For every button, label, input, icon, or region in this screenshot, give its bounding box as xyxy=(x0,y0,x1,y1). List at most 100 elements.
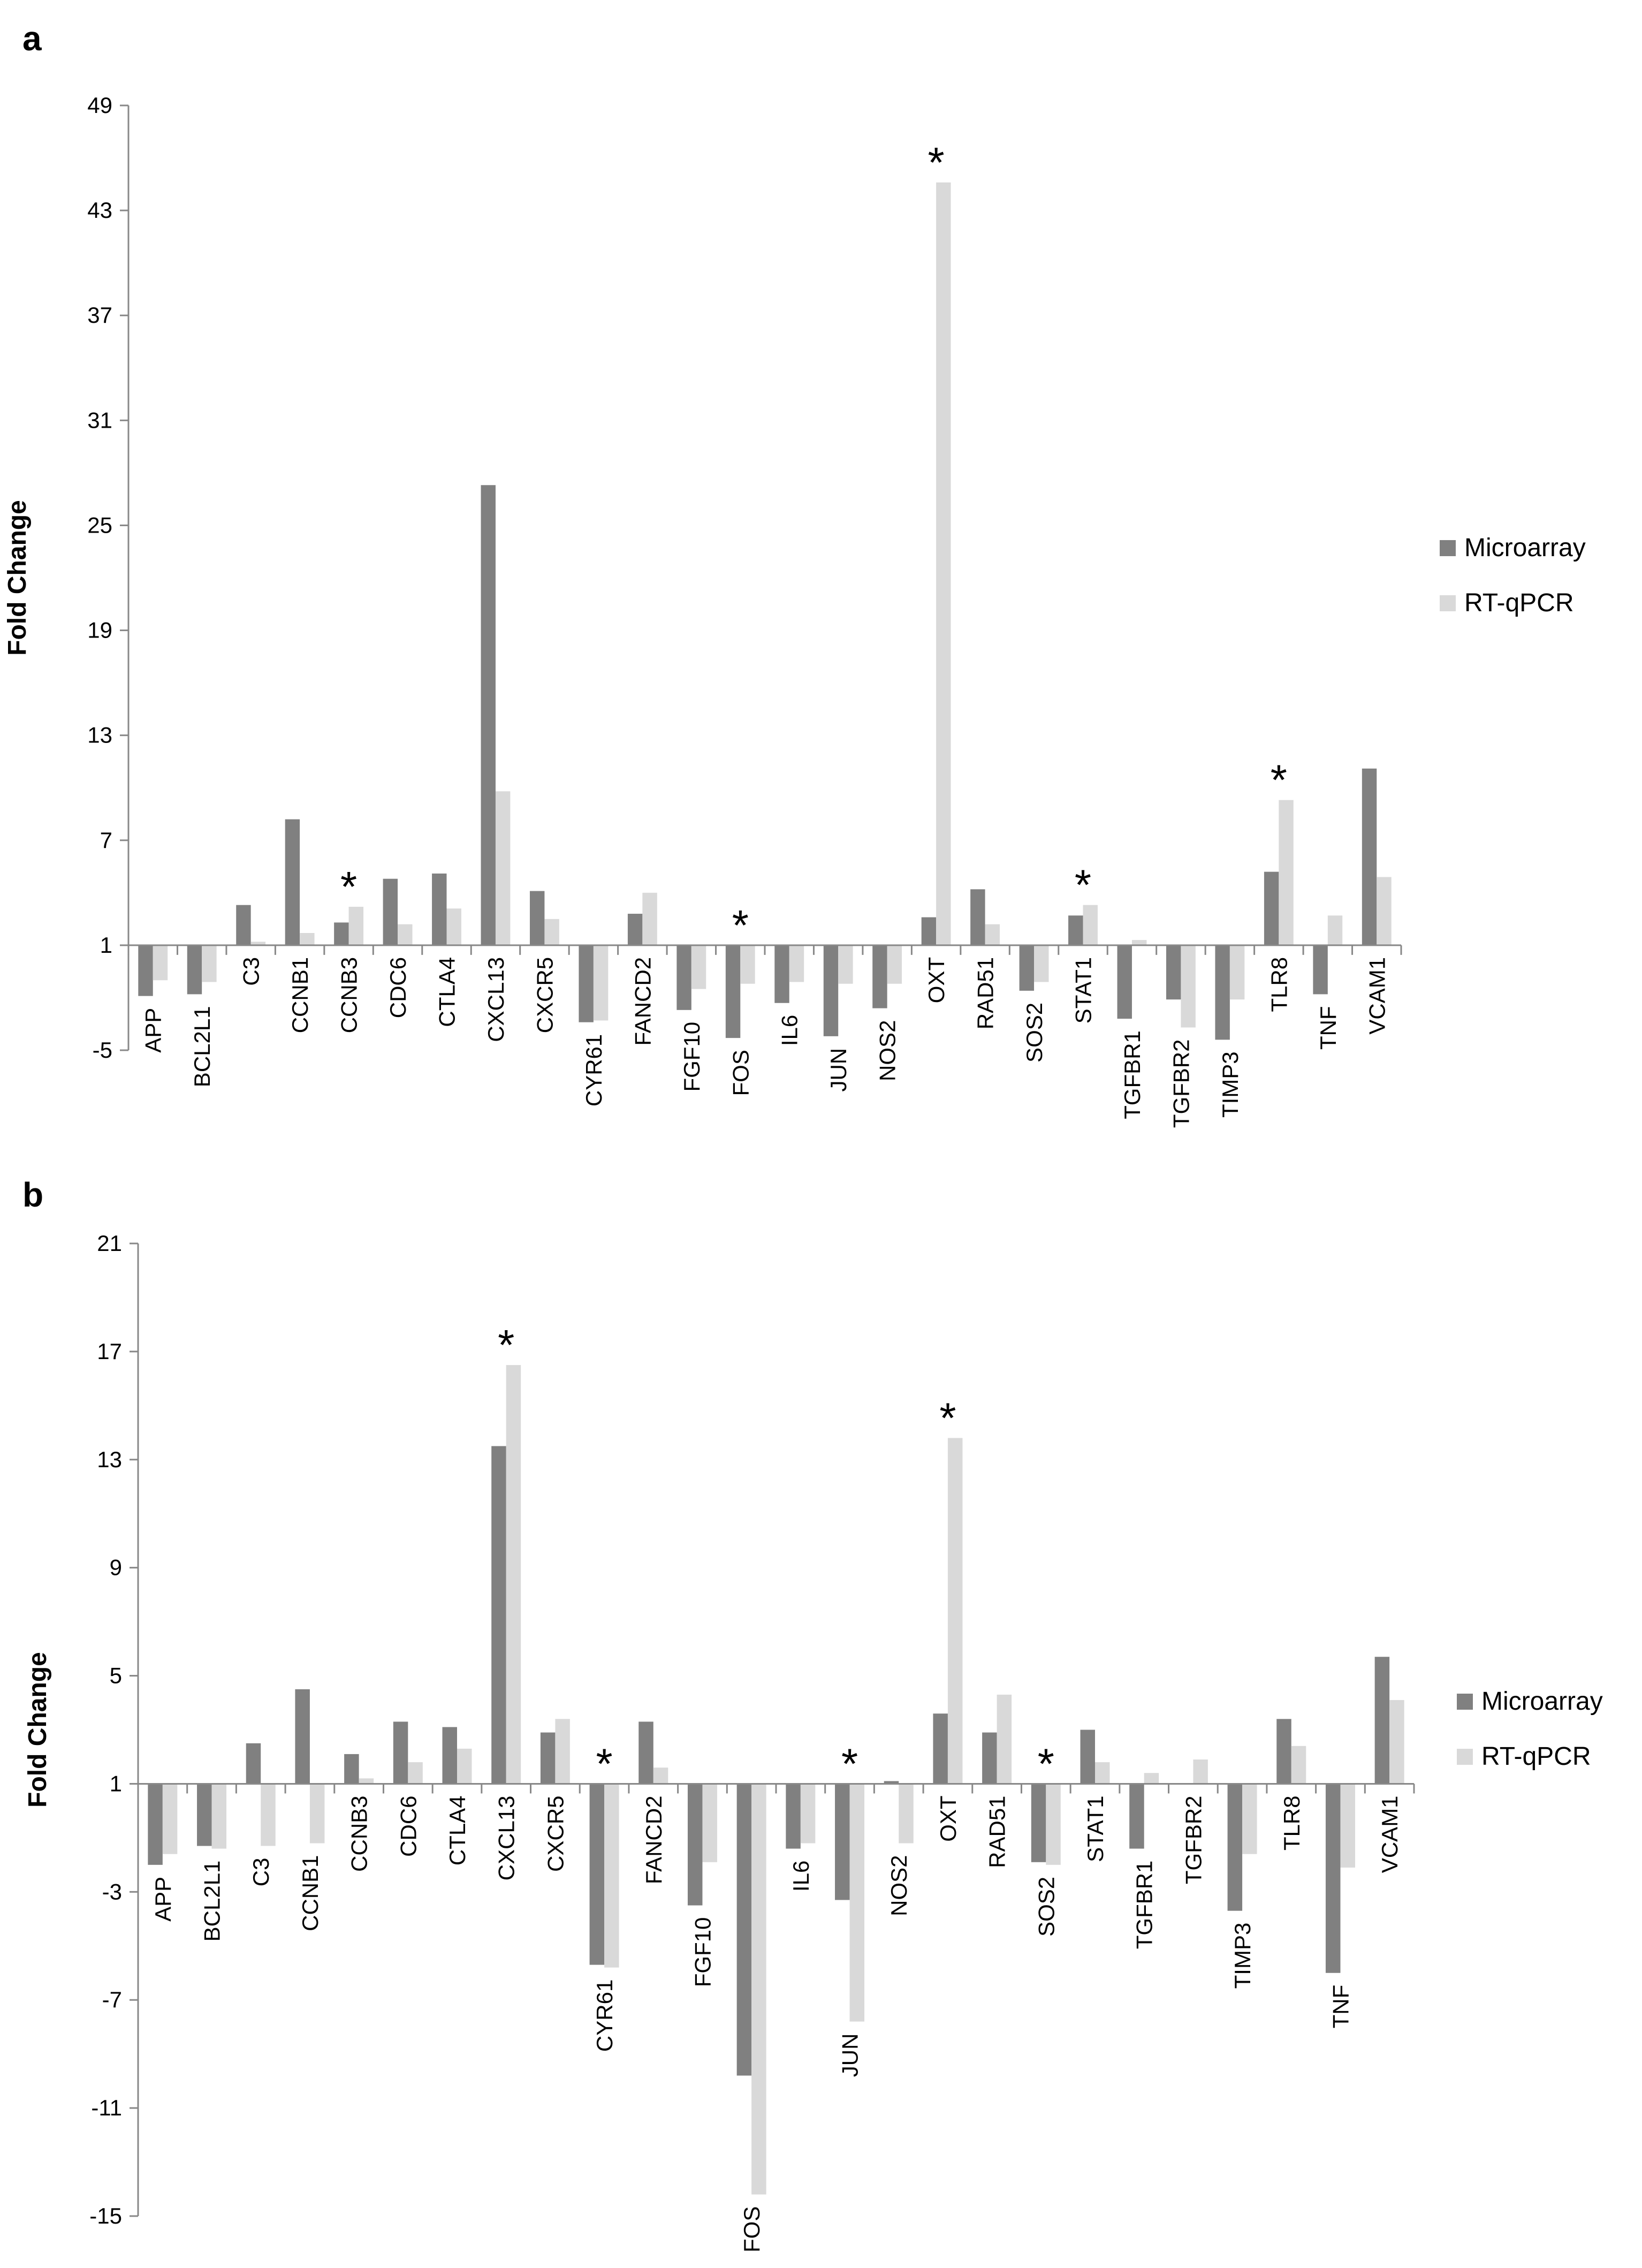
panel-a-category-label: FANCD2 xyxy=(630,957,655,1046)
panel-b-category-label: CCNB1 xyxy=(298,1855,323,1931)
panel-b-legend-label: Microarray xyxy=(1481,1687,1603,1716)
panel-b-bar-rtqpcr xyxy=(162,1784,178,1854)
panel-b-bar-microarray xyxy=(393,1721,408,1784)
panel-a-y-tick-label: 37 xyxy=(87,302,112,328)
panel-a-bar-rtqpcr xyxy=(398,924,413,945)
panel-b-bar-microarray xyxy=(246,1743,261,1784)
panel-b-category-label: RAD51 xyxy=(985,1795,1010,1868)
panel-b-category-label: SOS2 xyxy=(1033,1877,1059,1937)
panel-a-category-label: TIMP3 xyxy=(1218,1051,1243,1118)
panel-b-bar-microarray xyxy=(197,1784,212,1846)
panel-b-bar-microarray xyxy=(835,1784,850,1900)
panel-a-bar-microarray xyxy=(432,873,447,945)
panel-b-category-label: OXT xyxy=(936,1795,961,1841)
panel-a-bar-rtqpcr xyxy=(1279,800,1294,945)
panel-a-category-label: CCNB1 xyxy=(287,957,313,1033)
panel-b-bar-microarray xyxy=(1325,1784,1341,1973)
panel-b-bar-microarray xyxy=(982,1732,997,1784)
panel-b-bar-rtqpcr xyxy=(211,1784,227,1849)
panel-a-bar-rtqpcr xyxy=(153,945,168,981)
panel-b-legend-label: RT-qPCR xyxy=(1481,1742,1591,1771)
panel-b-significance-asterisk: * xyxy=(596,1740,613,1787)
panel-a-bar-microarray xyxy=(481,485,496,945)
panel-b-bar-microarray xyxy=(491,1446,506,1784)
panel-a-bar-microarray xyxy=(334,922,349,945)
panel-b-bar-microarray xyxy=(638,1721,653,1784)
panel-a-bar-rtqpcr xyxy=(642,892,657,945)
panel-a-significance-asterisk: * xyxy=(928,139,945,186)
panel-a-category-label: CTLA4 xyxy=(435,957,460,1027)
panel-b-bar-rtqpcr xyxy=(1144,1773,1159,1784)
panel-a-bar-rtqpcr xyxy=(691,945,706,989)
panel-b-bar-microarray xyxy=(589,1784,605,1965)
panel-a-significance-asterisk: * xyxy=(1271,756,1287,804)
panel-a-bar-microarray xyxy=(774,945,789,1003)
panel-a-y-tick-label: 25 xyxy=(87,512,112,537)
panel-b-y-tick-label: -11 xyxy=(91,2095,122,2120)
panel-b-category-label: APP xyxy=(150,1877,176,1922)
panel-b-bar-rtqpcr xyxy=(1193,1759,1208,1784)
panel-a-bar-microarray xyxy=(872,945,887,1008)
panel-b-bar-microarray xyxy=(344,1754,359,1784)
panel-a-bar-microarray xyxy=(1068,915,1083,945)
panel-b-bar-rtqpcr xyxy=(457,1748,472,1784)
panel-b-category-label: BCL2L1 xyxy=(200,1861,225,1942)
panel-b-significance-asterisk: * xyxy=(939,1394,956,1442)
panel-a-category-label: STAT1 xyxy=(1071,957,1096,1023)
panel-b-bar-rtqpcr xyxy=(1389,1700,1404,1784)
panel-b-label: b xyxy=(22,1175,44,1214)
panel-b-bar-rtqpcr xyxy=(947,1438,963,1784)
panel-b-y-tick-label: 17 xyxy=(97,1339,122,1364)
panel-a-significance-asterisk: * xyxy=(340,863,357,911)
panel-a-category-label: OXT xyxy=(924,957,949,1003)
panel-b-bar-rtqpcr xyxy=(1291,1746,1306,1784)
panel-b-category-label: CCNB3 xyxy=(347,1795,372,1871)
panel-b-bar-rtqpcr xyxy=(653,1768,668,1784)
panel-b-category-label: CXCR5 xyxy=(543,1795,568,1871)
panel-b-bar-microarray xyxy=(540,1732,556,1784)
panel-a-bar-rtqpcr xyxy=(202,945,217,982)
panel-b-category-label: CXCL13 xyxy=(494,1795,519,1880)
panel-b-bar-rtqpcr xyxy=(1046,1784,1061,1865)
panel-b-category-label: NOS2 xyxy=(886,1855,911,1916)
panel-b-bar-microarray xyxy=(1374,1657,1390,1784)
panel-a-bar-rtqpcr xyxy=(1377,877,1392,945)
panel-a-bar-microarray xyxy=(1166,945,1181,1000)
panel-b-y-tick-label: 1 xyxy=(110,1771,122,1796)
panel-b-y-tick-label: -7 xyxy=(102,1987,122,2012)
panel-b-category-label: FGF10 xyxy=(690,1917,715,1988)
panel-b-bar-microarray xyxy=(1227,1784,1243,1911)
panel-b-bar-microarray xyxy=(736,1784,752,2076)
panel-a-legend-label: RT-qPCR xyxy=(1464,589,1574,617)
panel-a-y-tick-label: 7 xyxy=(100,828,112,853)
panel-b-significance-asterisk: * xyxy=(1038,1740,1054,1787)
panel-b-bar-microarray xyxy=(1031,1784,1046,1862)
panel-b-legend-swatch-rtqpcr xyxy=(1457,1749,1473,1765)
panel-a-legend-swatch-rtqpcr xyxy=(1440,595,1456,611)
panel-b-category-label: FANCD2 xyxy=(641,1795,666,1884)
panel-a-y-tick-label: 13 xyxy=(87,723,112,748)
panel-b-y-tick-label: 21 xyxy=(97,1231,122,1256)
panel-b-bar-rtqpcr xyxy=(849,1784,865,2022)
panel-b-y-tick-label: -15 xyxy=(89,2203,122,2228)
panel-a-category-label: SOS2 xyxy=(1022,1003,1047,1063)
panel-a-bar-microarray xyxy=(187,945,202,995)
panel-b-bar-microarray xyxy=(1080,1730,1095,1784)
panel-a-bar-microarray xyxy=(823,945,839,1036)
panel-b-bar-rtqpcr xyxy=(1095,1762,1110,1784)
panel-b-bar-rtqpcr xyxy=(751,1784,766,2195)
panel-b-category-label: TLR8 xyxy=(1279,1795,1304,1850)
panel-b-bar-microarray xyxy=(1276,1719,1291,1784)
panel-a-bar-microarray xyxy=(1215,945,1230,1040)
panel-a-y-tick-label: 1 xyxy=(100,932,112,958)
panel-a-y-tick-label: -5 xyxy=(93,1037,112,1063)
panel-b-category-label: FOS xyxy=(739,2206,764,2252)
panel-a-bar-microarray xyxy=(579,945,594,1022)
panel-b-category-label: C3 xyxy=(248,1858,273,1887)
panel-a-category-label: VCAM1 xyxy=(1364,957,1389,1035)
panel-a-bar-microarray xyxy=(1117,945,1132,1019)
panel-a-category-label: FOS xyxy=(728,1050,753,1096)
panel-b-bar-microarray xyxy=(295,1689,310,1784)
